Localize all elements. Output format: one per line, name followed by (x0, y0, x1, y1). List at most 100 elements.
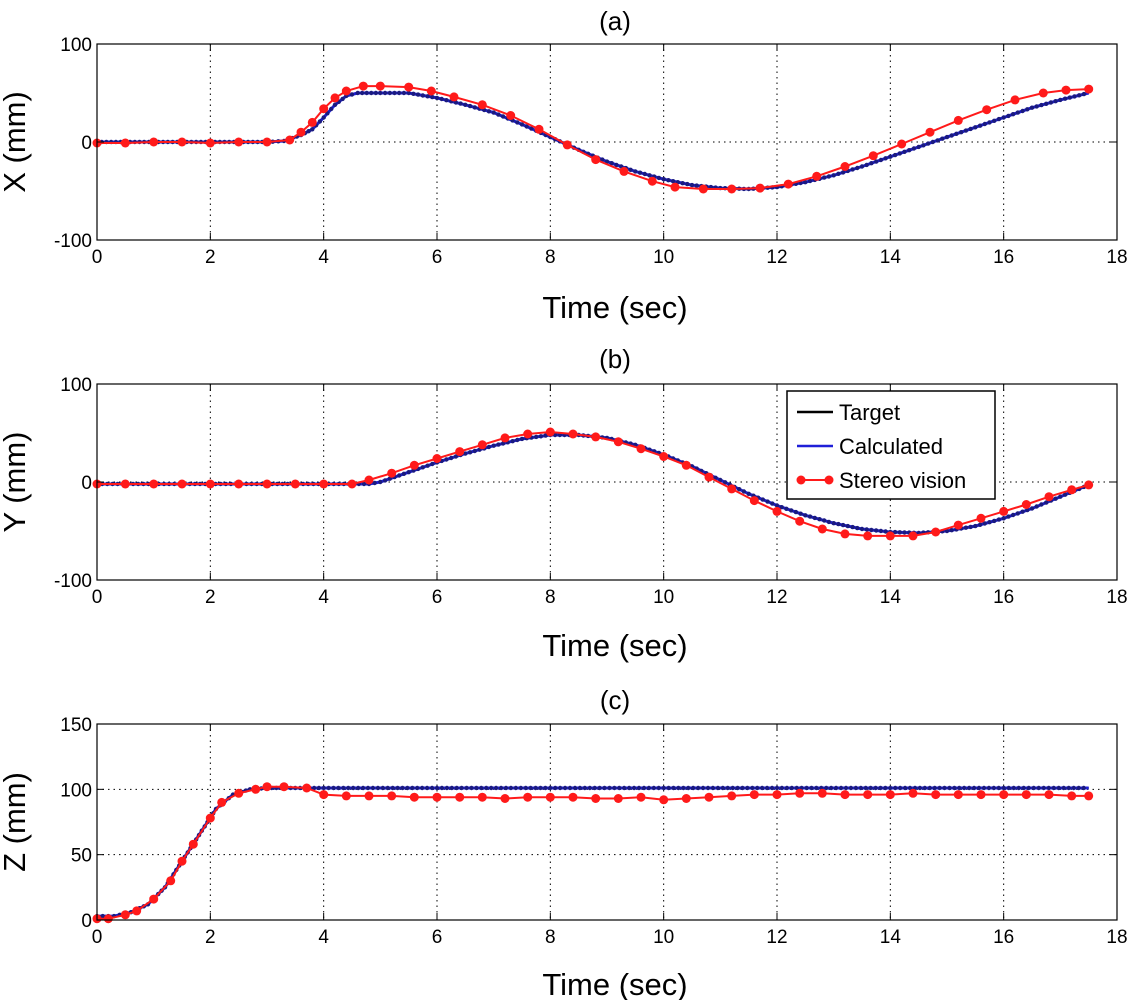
calculated-marker (911, 146, 917, 151)
calculated-marker (518, 785, 523, 791)
stereo-vision-marker (1067, 485, 1077, 495)
calculated-marker (1011, 785, 1016, 791)
calculated-marker (405, 785, 410, 791)
calculated-marker (434, 785, 440, 791)
stereo-vision-marker (545, 792, 555, 802)
x-tick-label: 16 (993, 927, 1014, 948)
calculated-marker (329, 106, 334, 112)
calculated-marker (1067, 95, 1073, 100)
x-tick-label: 0 (92, 247, 103, 268)
stereo-vision-marker (727, 184, 737, 194)
calculated-marker (670, 179, 676, 184)
stereo-vision-marker (772, 790, 782, 800)
calculated-marker (425, 94, 430, 99)
calculated-marker (973, 523, 978, 529)
calculated-marker (916, 144, 921, 150)
stereo-vision-marker (234, 479, 244, 489)
calculated-marker (529, 126, 534, 131)
calculated-marker (395, 785, 400, 791)
stereo-vision-marker (205, 813, 215, 823)
stereo-vision-marker (262, 137, 272, 147)
stereo-vision-marker (698, 184, 708, 194)
calculated-marker (534, 434, 539, 440)
calculated-marker (853, 785, 858, 791)
calculated-marker (878, 157, 884, 163)
calculated-marker (420, 465, 425, 470)
calculated-marker (996, 116, 1002, 122)
calculated-marker (373, 90, 378, 96)
calculated-marker (1026, 785, 1031, 791)
stereo-vision-marker (404, 82, 414, 92)
calculated-marker (836, 171, 841, 176)
calculated-marker (718, 477, 723, 483)
calculated-marker (898, 785, 903, 791)
stereo-vision-marker (863, 531, 873, 541)
calculated-marker (838, 785, 844, 791)
stereo-vision-marker (591, 432, 601, 442)
x-tick-label: 14 (880, 927, 902, 948)
calculated-marker (317, 119, 323, 124)
calculated-marker (874, 528, 879, 533)
x-tick-label: 16 (993, 247, 1014, 268)
stereo-vision-marker (477, 100, 487, 110)
calculated-marker (869, 527, 874, 533)
calculated-marker (715, 785, 721, 791)
x-tick-label: 0 (92, 927, 103, 948)
stereo-vision-marker (120, 479, 130, 489)
stereo-vision-marker (908, 531, 918, 541)
calculated-marker (1081, 91, 1087, 97)
stereo-vision-marker (681, 794, 691, 803)
calculated-marker (430, 94, 435, 100)
calculated-marker (725, 785, 730, 791)
calculated-marker (656, 785, 661, 791)
legend-label: Calculated (839, 434, 943, 459)
calculated-marker (548, 785, 553, 791)
x-tick-label: 12 (766, 927, 787, 948)
calculated-marker (486, 444, 492, 450)
calculated-marker (765, 499, 770, 504)
calculated-marker (968, 524, 973, 530)
y-tick-label: 100 (60, 35, 92, 56)
calculated-marker (942, 785, 947, 791)
calculated-marker (855, 165, 860, 171)
legend-marker (824, 475, 834, 485)
stereo-vision-marker (1084, 791, 1094, 801)
y-tick-label: 0 (81, 133, 92, 154)
calculated-marker (415, 785, 420, 791)
calculated-marker (627, 785, 632, 791)
calculated-marker (459, 785, 464, 791)
calculated-marker (444, 457, 449, 462)
calculated-marker (1053, 496, 1058, 501)
calculated-marker (444, 98, 449, 103)
calculated-marker (826, 519, 832, 525)
calculated-marker (515, 120, 520, 125)
calculated-marker (789, 785, 794, 791)
stereo-vision-marker (868, 151, 878, 161)
calculated-marker (467, 450, 473, 455)
calculated-marker (982, 121, 987, 127)
x-tick-label: 6 (432, 587, 443, 608)
calculated-marker (807, 178, 813, 184)
x-tick-label: 2 (205, 927, 216, 948)
calculated-marker (685, 181, 690, 187)
calculated-marker (949, 528, 954, 533)
stereo-vision-marker (290, 479, 300, 489)
stereo-vision-marker (500, 794, 510, 803)
calculated-marker (949, 133, 954, 138)
calculated-marker (812, 515, 817, 521)
calculated-marker (855, 525, 860, 531)
x-tick-label: 18 (1106, 247, 1127, 268)
calculated-marker (859, 526, 865, 532)
stereo-vision-marker (795, 788, 805, 798)
stereo-vision-marker (795, 516, 805, 526)
stereo-vision-marker (506, 111, 516, 120)
calculated-marker (637, 170, 643, 175)
stereo-vision-marker (364, 791, 374, 801)
stereo-vision-marker (613, 794, 623, 803)
calculated-marker (360, 90, 365, 96)
calculated-marker (930, 139, 935, 145)
x-tick-label: 16 (993, 587, 1014, 608)
stereo-vision-marker (432, 454, 442, 463)
calculated-marker (829, 785, 834, 791)
y-tick-label: 0 (81, 473, 92, 494)
